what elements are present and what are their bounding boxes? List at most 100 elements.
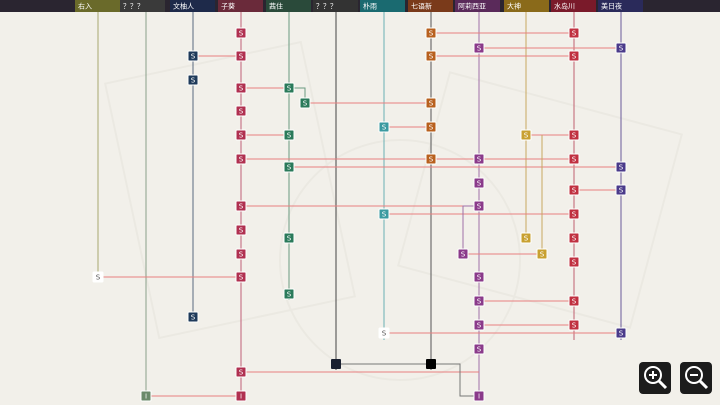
route-node[interactable] (378, 208, 390, 220)
route-node[interactable] (568, 319, 580, 331)
zoom-out-button[interactable] (680, 362, 712, 394)
character-tab[interactable] (120, 0, 165, 12)
route-node[interactable] (568, 295, 580, 307)
route-node[interactable] (235, 390, 247, 402)
route-node[interactable] (520, 129, 532, 141)
node-label: S (287, 291, 292, 299)
route-node[interactable] (331, 359, 341, 369)
node-label: S (619, 164, 624, 172)
route-node[interactable] (92, 271, 104, 283)
route-node[interactable] (283, 288, 295, 300)
character-tab[interactable] (170, 0, 215, 12)
route-node[interactable] (568, 27, 580, 39)
character-tab[interactable] (360, 0, 405, 12)
route-node[interactable] (187, 311, 199, 323)
route-node[interactable] (235, 271, 247, 283)
route-node[interactable] (568, 129, 580, 141)
route-node[interactable] (615, 184, 627, 196)
node-label: S (239, 156, 244, 164)
route-node[interactable] (426, 359, 436, 369)
route-node[interactable] (187, 74, 199, 86)
node-label: S (287, 235, 292, 243)
route-node[interactable] (473, 390, 485, 402)
route-node[interactable] (283, 161, 295, 173)
route-node[interactable] (568, 232, 580, 244)
character-tab[interactable] (313, 0, 358, 12)
tab-label: 阿莉西亚 (458, 2, 486, 11)
route-node[interactable] (473, 177, 485, 189)
route-node[interactable] (568, 208, 580, 220)
node-label: S (477, 274, 482, 282)
route-node[interactable] (235, 50, 247, 62)
route-node[interactable] (473, 153, 485, 165)
route-node[interactable] (615, 42, 627, 54)
node-label: S (524, 235, 529, 243)
route-node[interactable] (425, 153, 437, 165)
node-label: S (572, 211, 577, 219)
node-label: S (96, 274, 101, 282)
route-node[interactable] (425, 27, 437, 39)
decoration (103, 40, 684, 381)
route-node[interactable] (473, 271, 485, 283)
route-node[interactable] (299, 97, 311, 109)
route-node[interactable] (536, 248, 548, 260)
route-node[interactable] (425, 121, 437, 133)
route-node[interactable] (520, 232, 532, 244)
route-node[interactable] (140, 390, 152, 402)
character-tab[interactable] (598, 0, 643, 12)
node-label: S (191, 53, 196, 61)
route-node[interactable] (235, 82, 247, 94)
character-tab[interactable] (504, 0, 549, 12)
character-tab[interactable] (266, 0, 311, 12)
tab-label: ？？？ (123, 3, 144, 11)
node-label: S (524, 132, 529, 140)
route-node[interactable] (615, 327, 627, 339)
route-node[interactable] (235, 200, 247, 212)
node-label: S (477, 156, 482, 164)
route-node[interactable] (568, 50, 580, 62)
node-label: S (572, 235, 577, 243)
node-label: S (619, 187, 624, 195)
route-node[interactable] (235, 105, 247, 117)
route-node[interactable] (235, 366, 247, 378)
route-node[interactable] (378, 121, 390, 133)
route-node[interactable] (473, 295, 485, 307)
route-node[interactable] (425, 97, 437, 109)
route-node[interactable] (473, 200, 485, 212)
route-node[interactable] (568, 153, 580, 165)
route-node[interactable] (425, 50, 437, 62)
node-label: S (572, 298, 577, 306)
route-node[interactable] (568, 184, 580, 196)
node-label: S (429, 100, 434, 108)
route-node[interactable] (235, 224, 247, 236)
node-label: S (191, 314, 196, 322)
tab-label: 美日夜 (601, 2, 622, 11)
node-label: S (477, 298, 482, 306)
route-node[interactable] (235, 129, 247, 141)
route-node[interactable] (283, 82, 295, 94)
zoom-in-button[interactable] (639, 362, 671, 394)
route-node[interactable] (187, 50, 199, 62)
route-node[interactable] (283, 232, 295, 244)
node-label: S (572, 132, 577, 140)
route-node[interactable] (473, 343, 485, 355)
route-node[interactable] (235, 27, 247, 39)
route-node[interactable] (473, 319, 485, 331)
route-node[interactable] (235, 248, 247, 260)
node-label: I (240, 393, 242, 401)
character-tab[interactable] (218, 0, 263, 12)
node-label: S (303, 100, 308, 108)
character-tab[interactable] (408, 0, 453, 12)
route-node[interactable] (283, 129, 295, 141)
character-tab[interactable] (551, 0, 596, 12)
node-label: S (540, 251, 545, 259)
route-node[interactable] (378, 327, 390, 339)
route-node[interactable] (615, 161, 627, 173)
character-tab[interactable] (75, 0, 120, 12)
route-node[interactable] (457, 248, 469, 260)
character-tab[interactable] (455, 0, 500, 12)
route-node[interactable] (473, 42, 485, 54)
route-node[interactable] (235, 153, 247, 165)
route-node[interactable] (568, 256, 580, 268)
node-label: S (382, 330, 387, 338)
